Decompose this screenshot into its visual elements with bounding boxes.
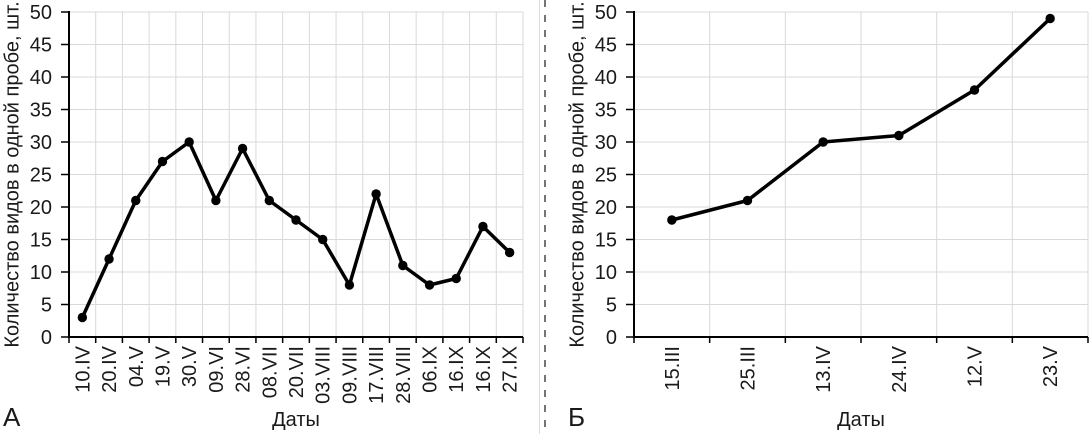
- x-tick-label: 12.V: [965, 345, 987, 387]
- x-tick-label: 25.III: [738, 346, 760, 390]
- data-point: [371, 189, 381, 199]
- data-point: [504, 247, 515, 258]
- data-point: [451, 273, 461, 284]
- y-tick-label: 0: [41, 327, 52, 349]
- panel-divider-dashed-line: [544, 0, 546, 434]
- x-tick-label: 28.VIII: [393, 346, 415, 404]
- x-tick-label: 20.VII: [286, 346, 308, 398]
- x-tick-label: 09.VIII: [339, 346, 361, 404]
- x-tick-label: 27.IX: [500, 346, 522, 393]
- x-tick-label: 03.VIII: [313, 346, 335, 404]
- data-point: [104, 254, 114, 264]
- data-point: [157, 156, 168, 167]
- data-point: [478, 221, 488, 232]
- data-point: [969, 85, 980, 95]
- x-tick-label: 24.IV: [889, 345, 911, 392]
- x-tick-label: 10.IV: [72, 345, 94, 392]
- y-tick-label: 35: [595, 100, 617, 122]
- x-tick-label: 09.VI: [206, 346, 228, 393]
- chart-b-canvas: 0 5 10 15 20 25 30 35 40 45 50 15.III 25.III 13.IV 24.…: [595, 2, 1089, 393]
- x-axis-title: Даты: [837, 409, 885, 431]
- x-tick-label: 13.IV: [813, 345, 835, 392]
- y-tick-label: 15: [595, 230, 617, 252]
- y-tick-label: 30: [595, 132, 617, 154]
- x-tick-label: 06.IX: [420, 346, 442, 393]
- data-point: [318, 234, 328, 245]
- data-point: [77, 312, 88, 323]
- data-line: [80, 140, 512, 320]
- data-point: [894, 130, 904, 141]
- x-tick-label: 08.VII: [259, 346, 281, 398]
- y-tick-label: 5: [606, 295, 617, 317]
- x-tick-label: 19.V: [152, 345, 174, 387]
- data-point: [667, 215, 677, 225]
- y-tick-label: 35: [30, 100, 52, 122]
- x-tick-label: 23.V: [1040, 345, 1062, 387]
- y-tick-label: 20: [595, 197, 617, 219]
- data-line: [670, 16, 1052, 222]
- y-tick-label: 15: [30, 230, 52, 252]
- data-point: [131, 195, 141, 206]
- y-tick-label: 50: [595, 2, 617, 24]
- y-tick-label: 30: [30, 132, 52, 154]
- x-tick-label: 16.IX: [473, 346, 495, 393]
- y-axis-title: Количество видов в одной пробе, шт.: [566, 1, 589, 348]
- x-tick-label: 17.VIII: [366, 346, 388, 404]
- y-tick-label: 50: [30, 2, 52, 24]
- data-point: [184, 137, 194, 147]
- x-tick-label: 28.VI: [233, 346, 255, 393]
- chart-panel-a: 0 5 10 15 20 25 30 35 40 45 50 10.IV 20.IV 04.V 19.V 30…: [1, 1, 524, 432]
- y-tick-label: 25: [30, 165, 52, 187]
- data-point: [742, 195, 753, 206]
- data-point: [264, 195, 274, 206]
- y-tick-label: 20: [30, 197, 52, 219]
- divider-shadow-line: [539, 0, 540, 434]
- x-tick-label: 04.V: [126, 345, 148, 387]
- panel-letter-b: Б: [568, 402, 586, 432]
- x-tick-label: 30.V: [179, 345, 201, 387]
- y-tick-label: 45: [30, 35, 52, 57]
- data-point: [398, 260, 408, 271]
- x-tick-label: 16.IX: [446, 346, 468, 393]
- chart-a-canvas: 0 5 10 15 20 25 30 35 40 45 50 10.IV 20.IV 04.V 19.V 30…: [30, 2, 524, 404]
- data-point: [237, 143, 248, 154]
- x-tick-label: 20.IV: [99, 345, 121, 392]
- y-tick-label: 5: [41, 295, 52, 317]
- y-tick-label: 0: [606, 327, 617, 349]
- y-axis-title: Количество видов в одной пробе, шт.: [1, 1, 24, 348]
- y-tick-label: 40: [595, 67, 617, 89]
- data-point: [344, 280, 355, 290]
- y-tick-label: 40: [30, 67, 52, 89]
- y-tick-label: 25: [595, 165, 617, 187]
- data-point: [211, 195, 221, 206]
- x-tick-label: 15.III: [662, 346, 684, 390]
- data-point: [1045, 13, 1055, 24]
- y-tick-label: 10: [595, 262, 617, 284]
- y-tick-label: 45: [595, 35, 617, 57]
- x-axis-title: Даты: [272, 409, 320, 431]
- data-point: [291, 215, 301, 225]
- panel-letter-a: А: [3, 402, 21, 432]
- data-point: [424, 280, 435, 290]
- chart-panel-b: 0 5 10 15 20 25 30 35 40 45 50 15.III 25.III 13.IV 24.…: [545, 0, 1090, 434]
- data-point: [818, 137, 828, 147]
- y-tick-label: 10: [30, 262, 52, 284]
